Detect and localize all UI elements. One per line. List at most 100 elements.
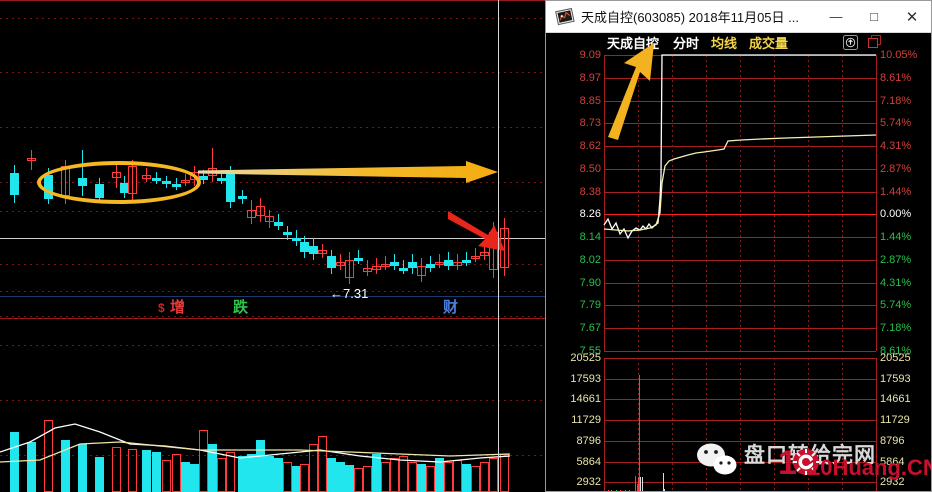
volume-bar [27,442,36,492]
percent-axis-label: 2.87% [880,254,912,266]
candle-wick [385,256,386,270]
popup-gridline [706,358,707,491]
volume-bar [142,450,151,492]
volume-axis-label: 17593 [880,373,911,385]
volume-axis-label: 11729 [571,414,601,426]
gridline [0,0,932,1]
candle-body [500,228,509,268]
price-axis-label: 8.62 [579,140,601,152]
expand-icon[interactable] [843,35,858,55]
popup-gridline [604,358,605,491]
candle-body [300,242,309,252]
volume-bar [95,457,104,492]
popup-volume-bar [607,490,609,491]
popup-volume-bar [611,490,613,491]
popup-gridline [774,55,775,351]
candle-body [480,252,489,256]
popup-volume-bar [628,490,630,491]
candle-wick [349,252,350,284]
candle-body [274,222,283,226]
popup-gridline [842,55,843,351]
candle-wick [269,210,270,228]
candle-body [354,258,363,261]
candle-body [226,172,235,202]
volume-axis-label: 8796 [576,435,601,447]
price-axis-label: 9.09 [579,49,601,61]
candle-body [435,262,444,265]
percent-axis-label: 10.05% [880,49,918,61]
candle-wick [212,148,213,182]
popup-gridline [706,55,707,351]
gridline [0,318,932,319]
price-axis-label: 8.73 [579,117,601,129]
candle-body [408,262,417,268]
popup-volume-bar [620,490,622,491]
popup-volume-bar [640,477,642,491]
percent-axis-label: 1.44% [880,231,912,243]
gridline [0,291,932,292]
candle-wick [260,198,261,222]
tab-volume[interactable]: 成交量 [749,36,789,51]
percent-axis-label: 4.31% [880,277,912,289]
popup-gridline [672,358,673,491]
volume-axis-label: 2932 [880,476,905,488]
price-axis-label: 8.14 [579,231,601,243]
volume-axis-label: 11729 [880,414,910,426]
popup-gridline [876,358,877,491]
popup-chart-area[interactable]: 天成自控 分时 均线 成交量 [546,33,931,491]
intraday-popup-window[interactable]: 天成自控(603085) 2018年11月05日 ... — □ ✕ 天成自控 … [545,0,932,492]
popup-volume-bar [639,375,641,491]
candle-body [327,256,336,268]
candle-wick [439,254,440,268]
popup-volume-bar [635,475,637,491]
volume-bar [181,462,190,492]
volume-bar [372,454,381,492]
popup-volume-bar [616,490,618,491]
intraday-line [603,54,876,240]
percent-axis-label: 2.87% [880,163,912,175]
volume-axis-label: 5864 [880,456,905,468]
popup-gridline [808,55,809,351]
tab-ma[interactable]: 均线 [711,36,738,51]
price-axis-label: 8.50 [579,163,601,175]
popup-gridline [638,358,639,491]
popup-gridline [672,55,673,351]
label-die: 跌 [233,299,249,316]
volume-moving-average [0,423,511,463]
candle-body [10,173,19,195]
gridline [0,296,932,297]
volume-bar [10,432,19,492]
candle-body [453,262,462,266]
candle-wick [251,200,252,224]
minimize-button[interactable]: — [829,9,843,24]
volume-axis-label: 17593 [570,373,601,385]
volume-axis-label: 14661 [570,393,601,405]
chart-window-icon [555,7,575,26]
popup-titlebar[interactable]: 天成自控(603085) 2018年11月05日 ... — □ ✕ [546,1,931,33]
price-axis-label: 7.67 [579,322,601,334]
tab-intraday[interactable]: 分时 [673,36,700,51]
popup-gridline [740,55,741,351]
crosshair-vertical-line [498,0,499,492]
price-axis-label: 7.79 [579,299,601,311]
volume-bar [61,440,70,492]
red-arrow-down-icon [448,211,505,251]
percent-axis-label: 8.61% [880,72,912,84]
restore-icon[interactable] [868,35,882,54]
volume-bar [256,440,265,492]
price-axis-label: 8.85 [579,95,601,107]
candle-body [363,268,372,272]
popup-gridline [774,358,775,491]
volume-bar [274,458,283,492]
popup-gridline [604,55,605,351]
candle-wick [475,248,476,262]
candle-body [256,206,265,216]
volume-bar [345,465,354,492]
candle-body [444,260,453,266]
popup-gridline [876,55,877,351]
close-button[interactable]: ✕ [905,8,919,26]
maximize-button[interactable]: □ [870,9,878,24]
candle-body [238,196,247,199]
candle-body [345,260,354,278]
